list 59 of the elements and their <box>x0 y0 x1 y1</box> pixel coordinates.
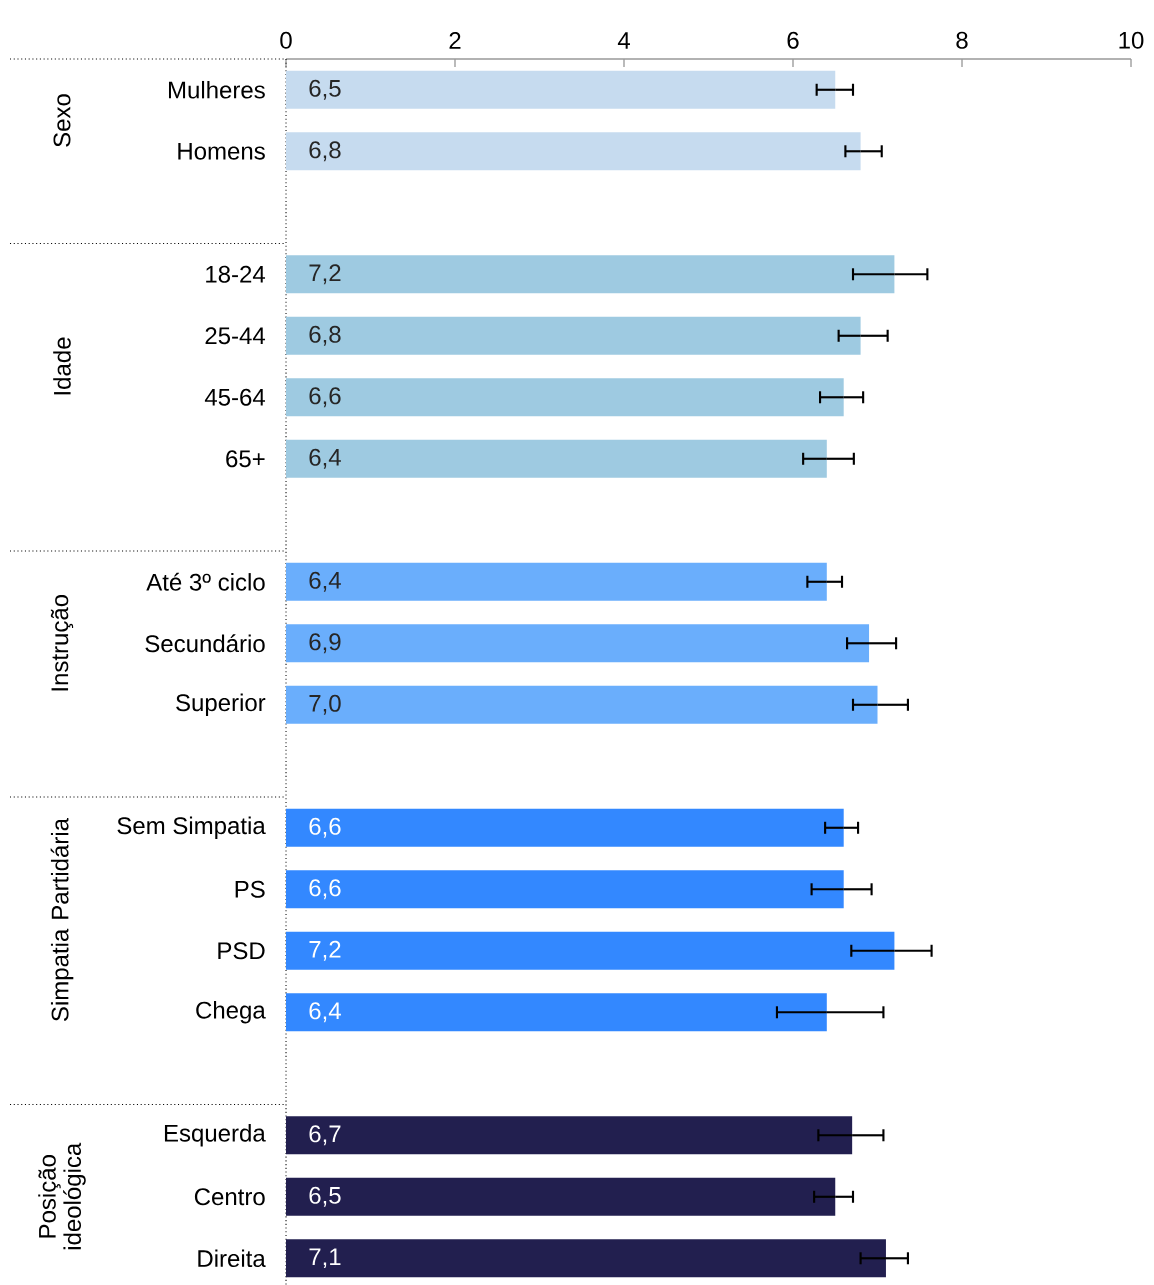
bar <box>286 1177 836 1216</box>
bar <box>286 931 895 970</box>
bar <box>286 255 895 294</box>
data-label: 6,6 <box>309 879 341 900</box>
y-tick-label: PS <box>235 880 265 898</box>
data-label: 6,6 <box>309 817 341 838</box>
x-tick-label: 8 <box>956 31 968 49</box>
y-tick-label: 45-64 <box>204 388 266 406</box>
y-tick-label: Sem Simpatia <box>117 816 266 839</box>
x-tick-label: 0 <box>280 31 292 49</box>
bar <box>286 993 827 1032</box>
data-label: 7,2 <box>309 264 341 285</box>
bar <box>286 870 844 909</box>
bar <box>286 562 827 601</box>
bar <box>286 439 827 478</box>
x-tick-label: 6 <box>787 31 799 49</box>
x-tick-label: 2 <box>449 31 461 49</box>
data-label: 6,6 <box>309 387 341 408</box>
data-label: 6,8 <box>309 141 341 162</box>
bar <box>286 132 861 171</box>
bar <box>286 70 836 109</box>
y-tick-label: Homens <box>178 142 265 160</box>
y-tick-label: 18-24 <box>206 265 266 283</box>
y-tick-label: Centro <box>194 1188 265 1206</box>
data-label: 6,7 <box>309 1125 341 1146</box>
data-label: 6,5 <box>309 79 341 100</box>
bar <box>286 624 870 663</box>
data-label: 6,8 <box>309 325 341 346</box>
bar <box>286 316 861 355</box>
y-tick-label: Superior <box>176 693 266 716</box>
data-label: 6,9 <box>309 633 341 654</box>
data-label: 6,4 <box>309 1002 341 1023</box>
y-tick-label: Secundário <box>145 634 265 653</box>
x-tick-label: 10 <box>1119 31 1144 49</box>
bar <box>286 1116 853 1155</box>
y-tick-label: Até 3º ciclo <box>146 572 265 591</box>
y-tick-label: Mulheres <box>168 80 265 99</box>
data-label: 6,4 <box>309 571 341 592</box>
data-label: 6,5 <box>309 1186 341 1207</box>
text: Instrução <box>50 594 74 691</box>
text: Posição ideológica <box>38 1142 86 1250</box>
x-tick-label: 4 <box>617 32 630 49</box>
y-tick-label: 65+ <box>226 450 265 468</box>
bar <box>286 808 844 847</box>
y-tick-label: Chega <box>196 1001 266 1024</box>
y-tick-label: Esquerda <box>164 1124 266 1147</box>
y-tick-label: Direita <box>198 1249 266 1268</box>
bar <box>286 1239 886 1278</box>
y-tick-label: 25-44 <box>205 327 266 345</box>
text: Sexo <box>53 94 71 147</box>
data-label: 7,2 <box>309 940 341 961</box>
data-label: 7,1 <box>309 1248 341 1269</box>
text: Simpatia Partidária <box>50 818 74 1021</box>
y-tick-label: PSD <box>218 942 265 960</box>
text: Idade <box>53 337 71 395</box>
bar <box>286 378 844 417</box>
data-label: 7,0 <box>309 694 341 715</box>
bar <box>286 685 878 724</box>
data-label: 6,4 <box>309 448 341 469</box>
